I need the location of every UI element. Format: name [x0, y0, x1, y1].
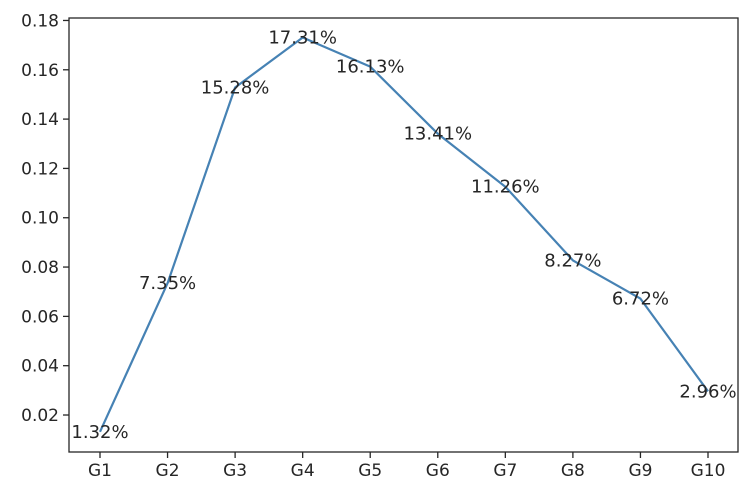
x-tick-label: G9: [628, 461, 652, 481]
y-tick-label: 0.06: [21, 307, 59, 327]
x-tick-label: G6: [426, 461, 450, 481]
data-label: 1.32%: [71, 422, 128, 443]
data-labels: 1.32% 7.35% 15.28% 17.31% 16.13% 13.41% 11.26%…: [71, 27, 736, 442]
data-label: 6.72%: [612, 289, 669, 310]
y-tick-label: 0.04: [21, 357, 59, 377]
x-tick-label: G3: [223, 461, 247, 481]
data-label: 2.96%: [679, 381, 736, 402]
y-tick-label: 0.12: [21, 159, 59, 179]
x-tick-label: G1: [88, 461, 112, 481]
data-label: 13.41%: [403, 124, 472, 145]
y-tick-label: 0.18: [21, 11, 59, 31]
y-tick-label: 0.02: [21, 406, 59, 426]
y-tick-label: 0.16: [21, 61, 59, 81]
x-tick-label: G5: [358, 461, 382, 481]
data-label: 11.26%: [471, 177, 540, 198]
series-line-group: [98, 36, 709, 433]
axis-ticks: 0.02 0.04 0.06 0.08 0.10 0.12 0.14 0.16 0.18 G1 G2…: [21, 11, 725, 481]
data-label: 15.28%: [201, 78, 270, 99]
plot-frame: [68, 17, 739, 453]
data-label: 17.31%: [268, 27, 337, 48]
y-tick-label: 0.14: [21, 110, 59, 130]
series-line: [98, 36, 709, 433]
x-tick-label: G4: [291, 461, 315, 481]
x-tick-label: G7: [493, 461, 517, 481]
x-tick-label: G10: [691, 461, 726, 481]
data-label: 8.27%: [544, 250, 601, 271]
data-label: 16.13%: [336, 57, 405, 78]
data-label: 7.35%: [139, 273, 196, 294]
y-tick-label: 0.08: [21, 258, 59, 278]
y-tick-label: 0.10: [21, 209, 59, 229]
x-tick-label: G2: [156, 461, 180, 481]
x-tick-label: G8: [561, 461, 585, 481]
